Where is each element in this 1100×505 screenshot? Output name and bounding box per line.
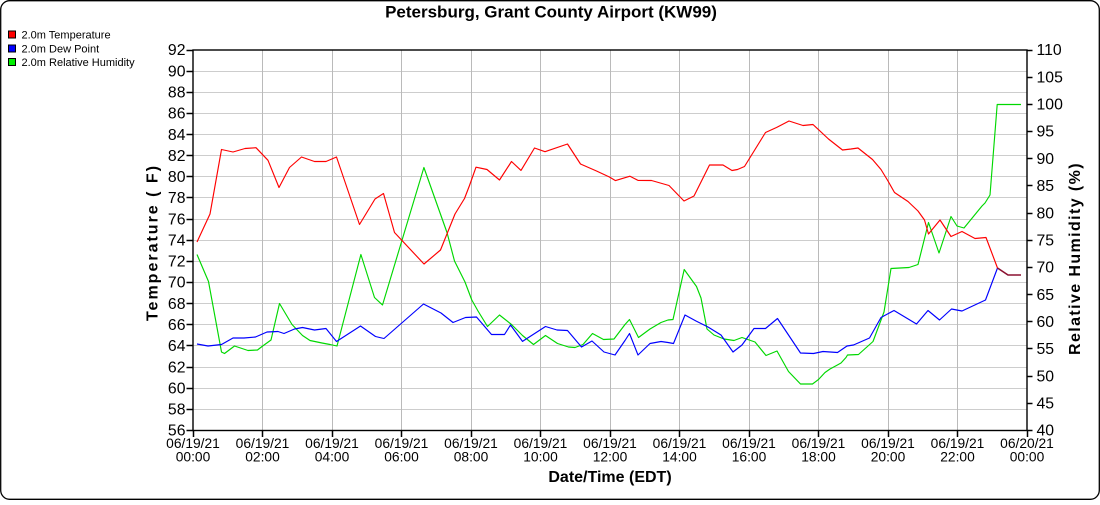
svg-text:90: 90	[168, 63, 186, 80]
svg-text:06/19/21: 06/19/21	[444, 436, 498, 451]
svg-text:60: 60	[168, 380, 186, 397]
svg-text:06/19/21: 06/19/21	[931, 436, 985, 451]
svg-text:60: 60	[1037, 314, 1055, 331]
svg-text:Temperature ( F): Temperature ( F)	[145, 164, 162, 321]
svg-text:90: 90	[1037, 151, 1055, 168]
svg-text:02:00: 02:00	[245, 450, 280, 465]
svg-text:12:00: 12:00	[593, 450, 628, 465]
svg-text:72: 72	[168, 254, 186, 271]
svg-text:86: 86	[168, 106, 186, 123]
svg-text:85: 85	[1037, 178, 1055, 195]
svg-text:Petersburg, Grant County Airpo: Petersburg, Grant County Airport (KW99)	[385, 3, 717, 22]
svg-text:74: 74	[168, 232, 186, 249]
svg-text:08:00: 08:00	[454, 450, 489, 465]
svg-text:70: 70	[1037, 260, 1055, 277]
svg-text:75: 75	[1037, 232, 1055, 249]
svg-text:18:00: 18:00	[801, 450, 836, 465]
svg-text:40: 40	[1037, 423, 1055, 440]
svg-text:2.0m Dew Point: 2.0m Dew Point	[22, 44, 100, 56]
svg-text:10:00: 10:00	[523, 450, 558, 465]
svg-text:22:00: 22:00	[940, 450, 975, 465]
svg-text:06/20/21: 06/20/21	[1000, 436, 1054, 451]
svg-text:16:00: 16:00	[732, 450, 767, 465]
svg-text:00:00: 00:00	[1010, 450, 1045, 465]
svg-text:50: 50	[1037, 368, 1055, 385]
svg-text:95: 95	[1037, 124, 1055, 141]
svg-text:06/19/21: 06/19/21	[514, 436, 568, 451]
svg-text:06/19/21: 06/19/21	[861, 436, 915, 451]
svg-text:45: 45	[1037, 396, 1055, 413]
svg-text:06/19/21: 06/19/21	[236, 436, 290, 451]
svg-text:110: 110	[1037, 42, 1062, 59]
svg-text:06/19/21: 06/19/21	[722, 436, 776, 451]
svg-text:20:00: 20:00	[871, 450, 906, 465]
svg-text:00:00: 00:00	[176, 450, 211, 465]
svg-text:55: 55	[1037, 341, 1055, 358]
svg-text:Relative Humidity (%): Relative Humidity (%)	[1067, 162, 1084, 355]
svg-text:06:00: 06:00	[384, 450, 419, 465]
svg-text:66: 66	[168, 317, 186, 334]
svg-text:64: 64	[168, 338, 186, 355]
svg-text:88: 88	[168, 84, 186, 101]
svg-text:56: 56	[168, 423, 186, 440]
svg-text:68: 68	[168, 296, 186, 313]
svg-text:82: 82	[168, 148, 186, 165]
svg-text:04:00: 04:00	[315, 450, 350, 465]
svg-text:Date/Time (EDT): Date/Time (EDT)	[548, 469, 671, 486]
svg-text:65: 65	[1037, 287, 1055, 304]
svg-text:105: 105	[1037, 69, 1064, 86]
svg-text:100: 100	[1037, 97, 1064, 114]
svg-text:92: 92	[168, 42, 186, 59]
svg-text:06/19/21: 06/19/21	[792, 436, 846, 451]
svg-text:76: 76	[168, 211, 186, 228]
svg-text:06/19/21: 06/19/21	[305, 436, 359, 451]
svg-text:06/19/21: 06/19/21	[166, 436, 220, 451]
svg-text:2.0m Relative Humidity: 2.0m Relative Humidity	[22, 57, 136, 69]
svg-text:80: 80	[168, 169, 186, 186]
svg-text:06/19/21: 06/19/21	[653, 436, 707, 451]
svg-text:14:00: 14:00	[662, 450, 697, 465]
svg-text:06/19/21: 06/19/21	[583, 436, 637, 451]
svg-text:58: 58	[168, 402, 186, 419]
svg-text:06/19/21: 06/19/21	[375, 436, 429, 451]
svg-text:80: 80	[1037, 205, 1055, 222]
svg-text:70: 70	[168, 275, 186, 292]
svg-text:78: 78	[168, 190, 186, 207]
svg-text:84: 84	[168, 127, 186, 144]
svg-text:62: 62	[168, 359, 186, 376]
svg-text:2.0m Temperature: 2.0m Temperature	[22, 30, 111, 42]
